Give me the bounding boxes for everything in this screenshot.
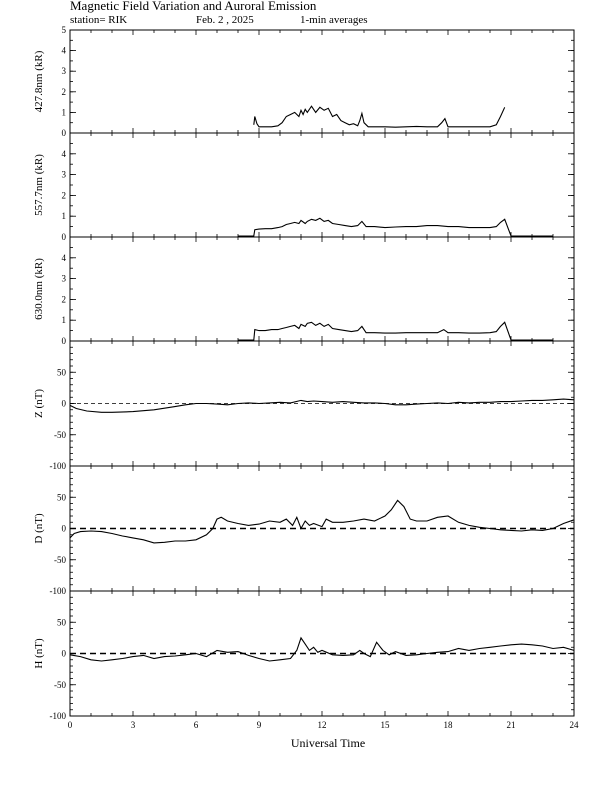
panel-frame (69, 29, 575, 134)
y-tick-label: -100 (50, 711, 67, 721)
panel-1: 0 1 2 3 4 557.7nm (kR) (33, 132, 575, 242)
y-tick-label: 0 (62, 232, 67, 242)
panel-3: -100 -50 0 50 Z (nT) (33, 340, 575, 471)
y-axis-label: Z (nT) (33, 389, 45, 418)
station-label: station= RIK (70, 14, 127, 26)
y-axis-label: 630.0nm (kR) (33, 258, 45, 320)
x-tick-label: 0 (68, 720, 73, 730)
y-tick-label: -100 (50, 461, 67, 471)
y-tick-label: 4 (62, 253, 67, 263)
y-tick-label: 3 (62, 170, 67, 180)
y-tick-label: 3 (62, 66, 67, 76)
y-axis-label: H (nT) (33, 638, 45, 669)
y-tick-label: 3 (62, 274, 67, 284)
y-tick-label: 1 (62, 107, 67, 117)
y-tick-label: 50 (57, 367, 67, 377)
y-tick-label: 0 (62, 336, 67, 346)
y-tick-label: 2 (62, 294, 67, 304)
y-tick-label: -50 (54, 555, 66, 565)
y-tick-label: 0 (62, 649, 67, 659)
y-tick-label: 0 (62, 128, 67, 138)
panel-frame (69, 132, 575, 238)
date-label: Feb. 2 , 2025 (196, 14, 254, 26)
x-axis-label: Universal Time (291, 736, 365, 750)
x-tick-label: 21 (507, 720, 516, 730)
chart-title: Magnetic Field Variation and Auroral Emi… (70, 0, 317, 13)
y-tick-label: -50 (54, 680, 66, 690)
y-tick-label: 0 (62, 399, 67, 409)
x-tick-label: 12 (318, 720, 327, 730)
series-line (238, 217, 553, 237)
series-line (69, 398, 575, 413)
x-tick-label: 3 (131, 720, 136, 730)
y-tick-label: 2 (62, 87, 67, 97)
y-tick-label: 4 (62, 149, 67, 159)
y-tick-label: 50 (57, 492, 67, 502)
y-tick-label: 0 (62, 524, 67, 534)
y-tick-label: 5 (62, 25, 67, 35)
x-tick-label: 15 (381, 720, 391, 730)
y-tick-label: 50 (57, 617, 67, 627)
panel-4: -100 -50 0 50 D (nT) (33, 465, 575, 596)
x-tick-label: 24 (570, 720, 580, 730)
y-tick-label: 2 (62, 190, 67, 200)
series-line (253, 105, 506, 128)
x-tick-label: 9 (257, 720, 262, 730)
averaging-label: 1-min averages (300, 14, 368, 26)
panel-5: -100 -50 0 50 H (nT) (33, 590, 575, 721)
y-tick-label: 4 (62, 46, 67, 56)
x-tick-label: 6 (194, 720, 199, 730)
x-tick-label: 18 (444, 720, 454, 730)
y-axis-label: 557.7nm (kR) (33, 154, 45, 216)
series-line (69, 499, 575, 544)
panel-0: 0 1 2 3 4 5 427.8nm (kR) (33, 25, 575, 138)
y-tick-label: -100 (50, 586, 67, 596)
y-tick-label: 1 (62, 211, 67, 221)
y-axis-label: 427.8nm (kR) (33, 50, 45, 112)
y-tick-label: 1 (62, 315, 67, 325)
series-line (69, 636, 575, 662)
y-tick-label: -50 (54, 430, 66, 440)
panel-2: 0 1 2 3 4 630.0nm (kR) (33, 236, 575, 346)
series-line (238, 321, 553, 341)
y-axis-label: D (nT) (33, 513, 45, 544)
